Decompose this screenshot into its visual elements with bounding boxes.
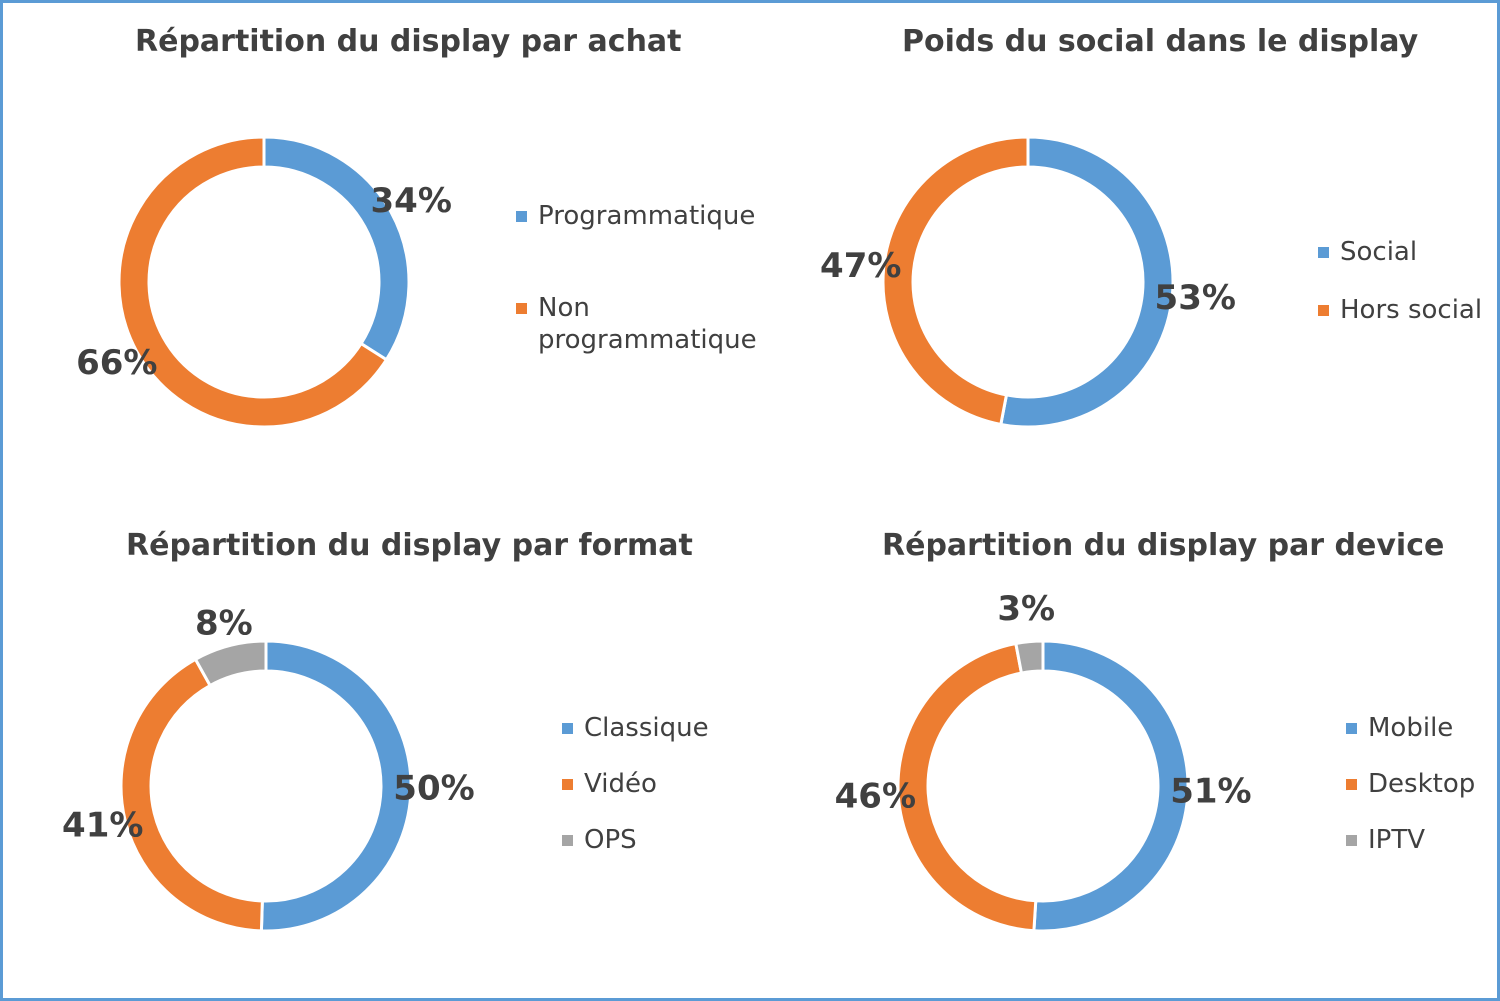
legend-label: IPTV: [1368, 825, 1426, 855]
legend-item-mobile: Mobile: [1346, 712, 1486, 744]
donut-slice-social: [999, 135, 1175, 429]
data-label-hors-social: 47%: [820, 246, 901, 286]
data-label-iptv: 3%: [997, 589, 1055, 629]
legend-label: Mobile: [1368, 713, 1454, 743]
legend-swatch-orange: [516, 303, 527, 314]
legend-swatch-blue: [516, 211, 527, 222]
legend-item-iptv: IPTV: [1346, 824, 1486, 856]
legend-swatch-gray: [1346, 835, 1357, 846]
legend-label: Classique: [584, 713, 709, 743]
donut-slice-non-programmatique: [117, 135, 389, 429]
data-label-ops: 8%: [195, 603, 253, 643]
legend-swatch-blue: [1346, 723, 1357, 734]
donut-chart-social: 53% 47%: [820, 135, 1236, 429]
data-label-vidéo: 41%: [62, 806, 143, 846]
donut-chart-achat: 34% 66%: [76, 135, 452, 429]
legend-label: Vidéo: [584, 769, 657, 799]
chart-title-achat: Répartition du display par achat: [135, 24, 682, 59]
legend-swatch-blue: [562, 723, 573, 734]
legend-swatch-orange: [1318, 305, 1329, 316]
data-label-programmatique: 34%: [371, 181, 452, 221]
legend-item-ops: OPS: [562, 824, 742, 856]
legend-format: Classique Vidéo OPS: [562, 712, 742, 856]
donut-slice-mobile: [1032, 639, 1190, 933]
legend-item-hors-social: Hors social: [1318, 294, 1488, 326]
legend-swatch-orange: [562, 779, 573, 790]
data-label-classique: 50%: [393, 769, 474, 809]
legend-item-social: Social: [1318, 236, 1488, 268]
legend-achat: Programmatique Non programmatique: [516, 200, 757, 356]
chart-title-format: Répartition du display par format: [126, 528, 693, 563]
legend-item-video: Vidéo: [562, 768, 742, 800]
legend-item-programmatique: Programmatique: [516, 200, 756, 232]
donut-slice-desktop: [896, 641, 1038, 933]
legend-label: OPS: [584, 825, 637, 855]
legend-label: Programmatique: [538, 201, 756, 231]
legend-label: Hors social: [1340, 295, 1483, 325]
chart-title-social: Poids du social dans le display: [902, 24, 1419, 59]
legend-item-classique: Classique: [562, 712, 742, 744]
legend-item-desktop: Desktop: [1346, 768, 1486, 800]
donut-chart-format: 50% 41% 8%: [62, 603, 475, 933]
legend-swatch-blue: [1318, 247, 1329, 258]
data-label-non-programmatique: 66%: [76, 343, 157, 383]
legend-social: Social Hors social: [1318, 236, 1488, 326]
legend-device: Mobile Desktop IPTV: [1346, 712, 1486, 856]
legend-label: Social: [1340, 237, 1418, 267]
data-label-mobile: 51%: [1170, 771, 1251, 811]
legend-label: Desktop: [1368, 769, 1476, 799]
data-label-social: 53%: [1155, 278, 1236, 318]
chart-title-device: Répartition du display par device: [882, 528, 1445, 563]
donut-slice-classique: [259, 639, 413, 933]
legend-swatch-gray: [562, 835, 573, 846]
legend-item-non-programmatique: Non programmatique: [516, 292, 757, 356]
data-label-desktop: 46%: [835, 777, 916, 817]
donut-slice-iptv: [1014, 639, 1045, 675]
legend-label: Non programmatique: [538, 293, 757, 355]
legend-swatch-orange: [1346, 779, 1357, 790]
donut-slice-hors-social: [881, 135, 1030, 427]
donut-slice-ops: [193, 639, 268, 688]
